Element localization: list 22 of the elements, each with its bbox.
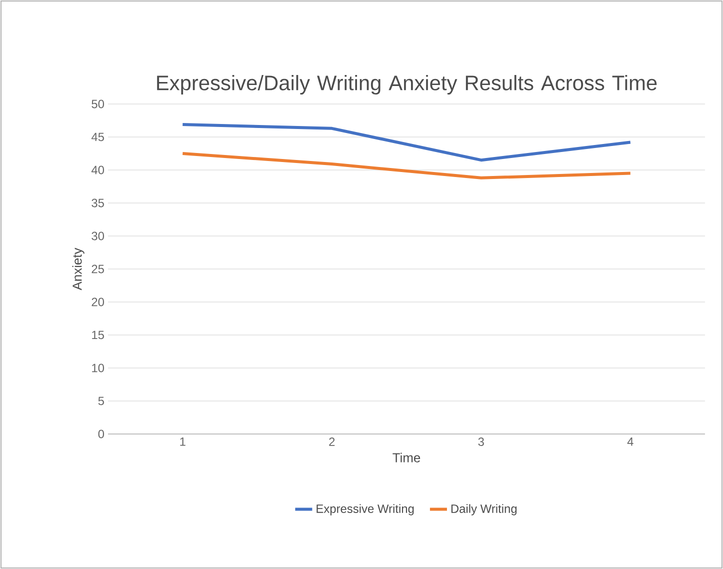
- y-tick-label: 10: [92, 364, 104, 372]
- y-tick-label: 5: [98, 396, 104, 406]
- y-tick-label: 30: [92, 232, 104, 240]
- y-tick-label: 0: [98, 430, 104, 438]
- y-tick-label: 25: [92, 264, 104, 274]
- x-tick-label: 1: [180, 438, 186, 446]
- y-tick-label: 15: [92, 330, 104, 340]
- y-tick-label: 40: [91, 166, 104, 174]
- x-tick-label: 3: [478, 438, 484, 446]
- y-tick-label: 50: [92, 100, 104, 108]
- y-axis-title: Anxiety: [72, 248, 84, 290]
- y-tick-label: 20: [92, 298, 104, 306]
- x-axis-title: Time: [392, 452, 420, 462]
- chart-title: Expressive/Daily Writing Anxiety Results Across Time: [157, 74, 657, 94]
- y-tick-label: 45: [91, 132, 104, 142]
- line-series: [181, 122, 632, 162]
- legend-label: Daily Writing: [451, 504, 517, 516]
- x-tick-label: 4: [627, 438, 634, 446]
- legend-label: Expressive Writing: [316, 504, 414, 516]
- y-tick-label: 35: [92, 198, 104, 208]
- x-tick-label: 2: [329, 438, 335, 446]
- line-series: [181, 152, 632, 180]
